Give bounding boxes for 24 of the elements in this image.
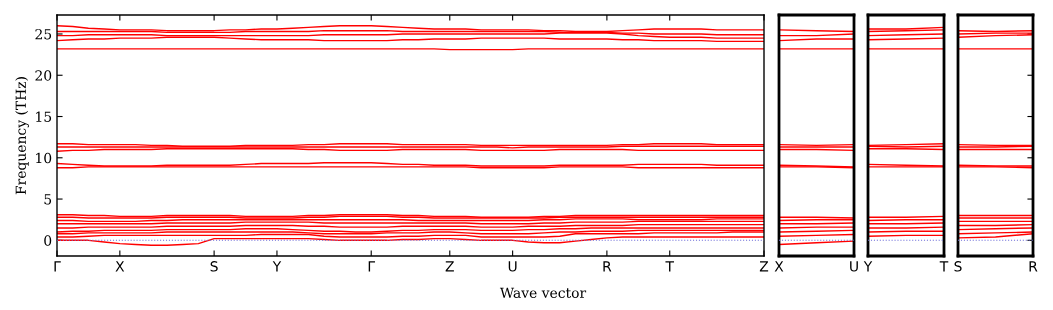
x-tick-label: R	[1029, 261, 1038, 272]
x-tick-label: R	[603, 261, 612, 272]
x-tick-label: Y	[272, 261, 282, 272]
x-tick-label: X	[115, 261, 125, 272]
x-tick-label: Y	[863, 261, 873, 272]
x-tick-label: T	[665, 261, 675, 272]
x-tick-label: U	[508, 261, 517, 272]
y-tick-label: 25	[35, 28, 52, 40]
y-tick-label: 15	[36, 111, 52, 122]
x-tick-label: S	[210, 261, 218, 272]
y-tick-label: 20	[35, 70, 52, 81]
x-tick-label: X	[774, 261, 784, 272]
x-tick-label: Z	[759, 261, 769, 272]
x-tick-label: U	[850, 261, 858, 272]
y-axis-title: Frequency (THz)	[15, 77, 29, 195]
x-tick-label: T	[939, 261, 949, 272]
y-tick-label: 0	[44, 235, 52, 246]
x-tick-label: S	[954, 261, 962, 272]
x-tick-label: Γ	[54, 261, 61, 272]
x-axis-title: Wave vector	[499, 287, 587, 299]
y-tick-label: 5	[44, 194, 52, 205]
x-tick-label: Γ	[368, 261, 376, 272]
y-tick-label: 10	[36, 152, 52, 164]
x-tick-label: Z	[445, 261, 454, 272]
